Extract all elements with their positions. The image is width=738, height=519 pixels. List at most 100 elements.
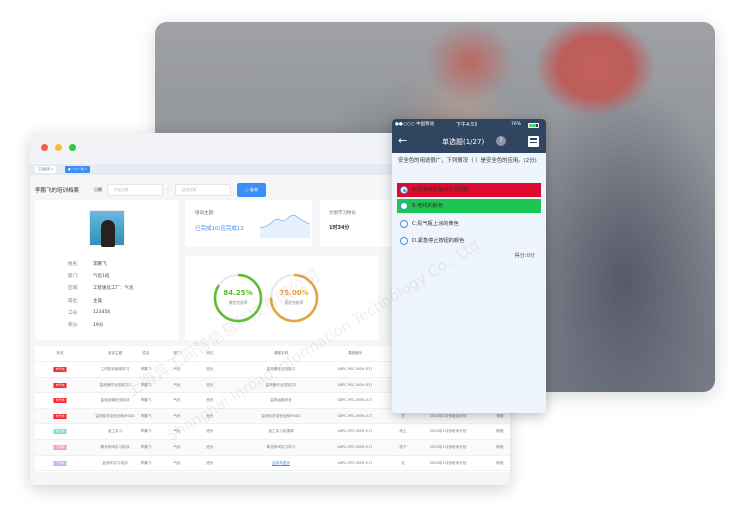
table-row[interactable]: 未开始 监测化学品安全和MSDS 李鹏飞 气化 班长 监测化学品安全和MSDS SBPC-P… bbox=[35, 408, 510, 425]
table-cell: 班长 bbox=[206, 398, 214, 403]
table-cell: SBPC-PEC-MEH-017 bbox=[337, 460, 373, 465]
rate-ring bbox=[213, 273, 263, 323]
table-cell: 2020年1月份培训计划 bbox=[429, 413, 467, 418]
column-header[interactable]: 岗位 bbox=[206, 351, 214, 355]
rate-label: 课程完成率 bbox=[228, 300, 248, 305]
table-cell: 监测化学品安全和MSDS bbox=[95, 413, 135, 418]
search-label: 查询 bbox=[249, 187, 258, 192]
table-cell: 李鹏飞 bbox=[140, 398, 152, 403]
table-row[interactable]: 未开始 监测运输安全培训 李鹏飞 气化 班长 监测运输安全 SBPC-PEC-MEH-017 bbox=[35, 393, 510, 409]
status-cell: 未开始 bbox=[53, 409, 67, 424]
status-badge: 未开始 bbox=[53, 367, 67, 372]
table-cell: 职能 bbox=[496, 460, 504, 465]
course-link[interactable]: 监测车复训 bbox=[272, 460, 290, 465]
tab-bar: 工具配置 × ● 一人一档 × bbox=[30, 164, 510, 175]
radio-icon[interactable] bbox=[400, 237, 408, 245]
table-cell: SBPC-PEC-MEH-017 bbox=[337, 413, 373, 418]
table-cell: 监测操作业务能力 bbox=[266, 367, 296, 371]
quiz-title: 单选题(1/27) bbox=[442, 138, 485, 146]
help-icon[interactable]: ? bbox=[496, 136, 506, 146]
table-cell: 2020年1月份培训计划 bbox=[429, 429, 467, 434]
table-row[interactable]: 未开始 工作胶料使用学习 李鹏飞 气化 班长 监测操作业务能力 SBPC-PEC-MEH-0… bbox=[35, 362, 510, 378]
column-header[interactable]: 状态 bbox=[56, 351, 64, 355]
radio-icon[interactable] bbox=[400, 186, 408, 194]
profile-field-label: 工号: bbox=[68, 310, 79, 316]
minimize-window-button[interactable] bbox=[55, 144, 62, 151]
option-label: D.紧急停止按钮的颜色 bbox=[412, 238, 465, 244]
table-row[interactable]: 已完成 监测车实习培训 李鹏飞 气化 班长 监测车复训 SBPC-PEC-MEH-017 无 2… bbox=[35, 455, 510, 472]
tab-tool-config[interactable]: 工具配置 × bbox=[35, 166, 57, 173]
profile-field-label: 区域: bbox=[68, 286, 79, 292]
training-topic-value: 已完成10/应完成12 bbox=[195, 226, 244, 232]
table-cell: 气化 bbox=[173, 413, 181, 418]
column-header[interactable]: 培训主题 bbox=[107, 351, 123, 355]
table-cell: SBPC-PEC-MEH-017 bbox=[337, 445, 373, 449]
option-label: B.电线的颜色 bbox=[412, 203, 444, 209]
table-cell: SBPC-PEC-MEH-017 bbox=[337, 367, 373, 371]
search-button[interactable]: ○ 查询 bbox=[237, 183, 266, 197]
plan-duration-label: 计划学习时长 bbox=[329, 211, 356, 216]
table-row[interactable]: 未开始 监测操作业务能力2 李鹏飞 气化 班长 监测操作业务能力2 SBPC-PEC-MEH… bbox=[35, 377, 510, 394]
carrier: ●●○○○ 中国移动 bbox=[395, 122, 435, 127]
column-header[interactable]: 课程名称 bbox=[273, 351, 289, 355]
profile-field-label: 部门: bbox=[68, 274, 79, 280]
sparkline bbox=[260, 214, 310, 238]
answer-option[interactable]: D.紧急停止按钮的颜色 bbox=[397, 234, 541, 248]
tab-one-person-one-file[interactable]: ● 一人一档 × bbox=[65, 166, 91, 173]
table-cell: 气化 bbox=[173, 367, 181, 371]
mobile-quiz-screen: ●●○○○ 中国移动 下午4:53 76% ← 单选题(1/27) ? 安全色的… bbox=[392, 119, 546, 413]
maximize-window-button[interactable] bbox=[69, 144, 76, 151]
profile-field-label: 岗位: bbox=[68, 298, 79, 304]
close-window-button[interactable] bbox=[41, 144, 48, 151]
table-cell: 氧化车间实习培训 bbox=[100, 445, 130, 449]
table-cell: 气化 bbox=[173, 398, 181, 403]
table-cell: 班长 bbox=[206, 429, 214, 434]
start-date-input[interactable]: 开始日期 bbox=[107, 184, 163, 196]
table-cell: 李鹏飞 bbox=[140, 460, 152, 465]
table-cell: 工作胶料使用学习 bbox=[100, 367, 130, 371]
profile-field-value: 123456 bbox=[93, 309, 111, 315]
status-badge: 进行中 bbox=[53, 429, 67, 435]
profile-field-label: 姓名: bbox=[68, 262, 79, 267]
status-badge: 已完成 bbox=[53, 460, 67, 466]
column-header[interactable]: 部门 bbox=[173, 351, 181, 355]
table-cell: 监测操作业务能力2 bbox=[265, 382, 297, 387]
date-separator: - bbox=[167, 187, 169, 192]
score: 得分:0分 bbox=[514, 253, 535, 259]
table-cell: 监测操作业务能力2 bbox=[99, 382, 131, 387]
battery-icon bbox=[528, 123, 539, 128]
answer-option[interactable]: A.管道等设备的不同颜色 bbox=[397, 183, 541, 197]
status-cell: 已延期 bbox=[53, 440, 67, 455]
end-date-input[interactable]: 结束日期 bbox=[175, 184, 231, 196]
answer-sheet-icon[interactable] bbox=[528, 136, 539, 147]
table-cell: 班长 bbox=[206, 382, 214, 387]
clock: 下午4:53 bbox=[456, 122, 478, 128]
table-cell: 线上 bbox=[399, 429, 407, 434]
table-cell: 气化 bbox=[173, 445, 181, 449]
table-cell: 李鹏飞 bbox=[140, 413, 152, 418]
tab-label: 工具配置 bbox=[38, 167, 51, 171]
table-cell: 金工实习 bbox=[107, 429, 123, 434]
status-cell: 进行中 bbox=[53, 424, 67, 439]
table-row[interactable]: 已延期 氧化车间实习培训 李鹏飞 气化 班长 氧化车间实习学习 SBPC-PEC-MEH-0… bbox=[35, 440, 510, 456]
column-header[interactable]: 姓名 bbox=[142, 351, 150, 355]
table-row[interactable]: 进行中 金工实习 李鹏飞 气化 班长 金工实习实操课 SBPC-PEC-MEH-017 线上 2… bbox=[35, 424, 510, 440]
table-cell: 职能 bbox=[496, 445, 504, 449]
column-header[interactable]: 课程编号 bbox=[347, 351, 363, 355]
table-cell: 2020年1月份培训计划 bbox=[429, 445, 467, 449]
radio-icon[interactable] bbox=[400, 220, 408, 228]
table-cell: 气化 bbox=[173, 429, 181, 434]
table-cell: 无 bbox=[401, 413, 405, 418]
status-cell: 未开始 bbox=[53, 362, 67, 377]
answer-option[interactable]: B.电线的颜色 bbox=[397, 199, 541, 213]
answer-option[interactable]: C.氮气瓶上涂的黄色 bbox=[397, 217, 541, 231]
battery-percent: 76% bbox=[511, 122, 522, 127]
radio-icon[interactable] bbox=[400, 202, 408, 210]
rate-ring-fill bbox=[213, 273, 263, 323]
option-label: C.氮气瓶上涂的黄色 bbox=[412, 221, 459, 227]
table-cell: SBPC-PEC-MEH-017 bbox=[337, 398, 373, 403]
status-badge: 未开始 bbox=[53, 382, 67, 388]
back-arrow-icon[interactable]: ← bbox=[398, 134, 408, 147]
profile-field-value: 气化1班 bbox=[93, 274, 110, 280]
table-cell: 监测车实习培训 bbox=[102, 460, 128, 465]
